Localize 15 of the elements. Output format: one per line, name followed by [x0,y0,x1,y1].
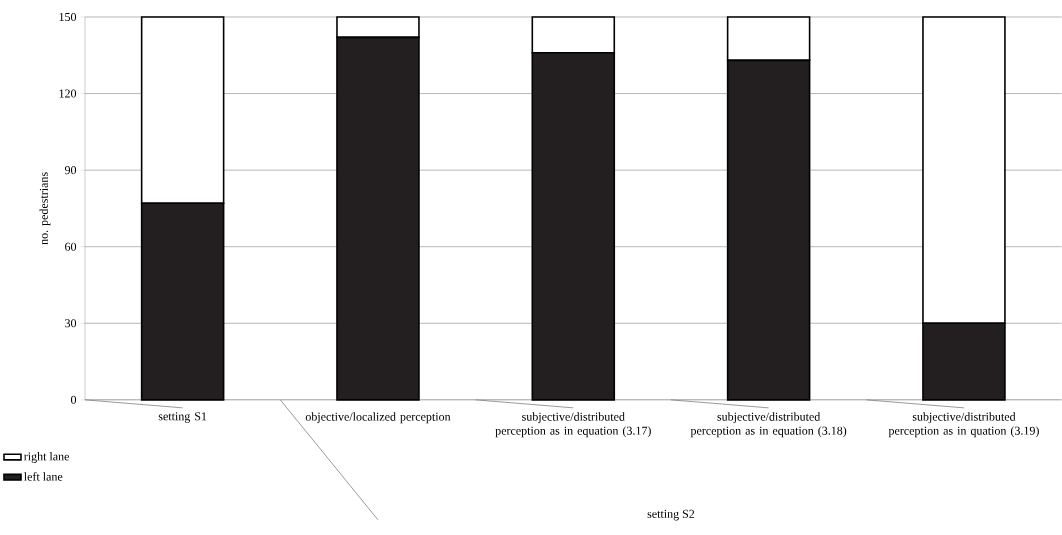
y-axis-title: no. pedestrians [39,172,51,245]
x-tick-label: setting S1 [158,412,207,423]
legend-label: right lane [24,452,69,464]
y-tick-label: 120 [59,89,77,98]
x-tick-label: subjective/distributed perception as in quation (3.19) [888,412,1039,438]
x-tick-label: subjective/distributed perception as in equation (3.18) [690,412,847,438]
y-tick-label: 0 [70,395,77,404]
text: setting S2 [647,509,695,521]
x-tick-label: objective/localized perception [305,412,451,424]
x-tick-label: subjective/distributed perception as in equation (3.17) [495,412,651,438]
y-tick-label: 30 [65,319,77,328]
y-tick-label: 60 [65,242,77,251]
y-tick-label: 90 [64,166,77,175]
y-tick-label: 150 [59,13,77,22]
legend-label: left lane [24,472,63,481]
